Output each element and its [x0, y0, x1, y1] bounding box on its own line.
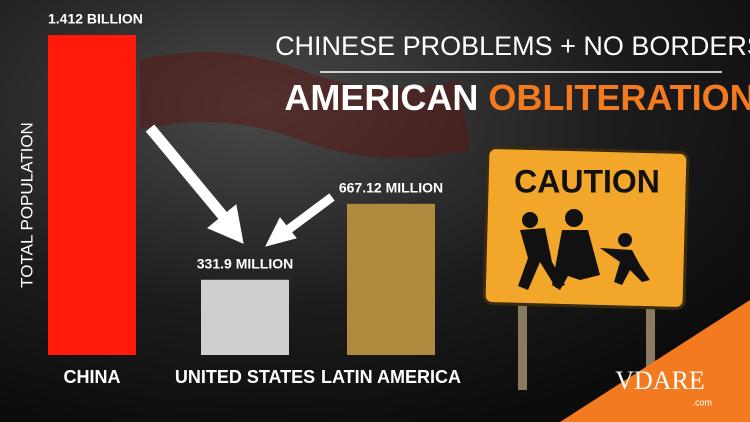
value-label: 667.12 MILLION: [339, 180, 443, 196]
sign-text: CAUTION: [514, 163, 660, 199]
logo-domain: .com: [692, 397, 712, 407]
bar: [48, 35, 136, 355]
category-label: LATIN AMERICA: [321, 367, 461, 387]
caution-sign: CAUTION: [482, 146, 690, 390]
arrowhead: [207, 204, 244, 244]
sign-figures: [518, 209, 650, 290]
category-label: UNITED STATES: [175, 367, 315, 387]
title-part: OBLITERATION: [488, 77, 750, 118]
category-label: CHINA: [64, 367, 121, 387]
value-label: 331.9 MILLION: [197, 255, 293, 271]
arrow: [145, 124, 233, 226]
value-label: 1.412 BILLION: [48, 11, 143, 27]
sign-post: [646, 300, 655, 390]
subtitle: CHINESE PROBLEMS + NO BORDERS: [275, 31, 750, 61]
bar: [201, 279, 289, 355]
title: AMERICAN OBLITERATION: [284, 77, 750, 118]
flag-backdrop: [140, 52, 470, 158]
arrows: [145, 124, 335, 247]
y-axis-label: TOTAL POPULATION: [17, 122, 36, 288]
sign-post: [518, 300, 527, 390]
logo: VDARE: [615, 366, 705, 395]
arrowhead: [265, 217, 297, 247]
title-part: AMERICAN: [284, 77, 478, 118]
corner-accent: [560, 300, 750, 422]
bar: [347, 203, 435, 355]
arrow: [282, 193, 335, 236]
